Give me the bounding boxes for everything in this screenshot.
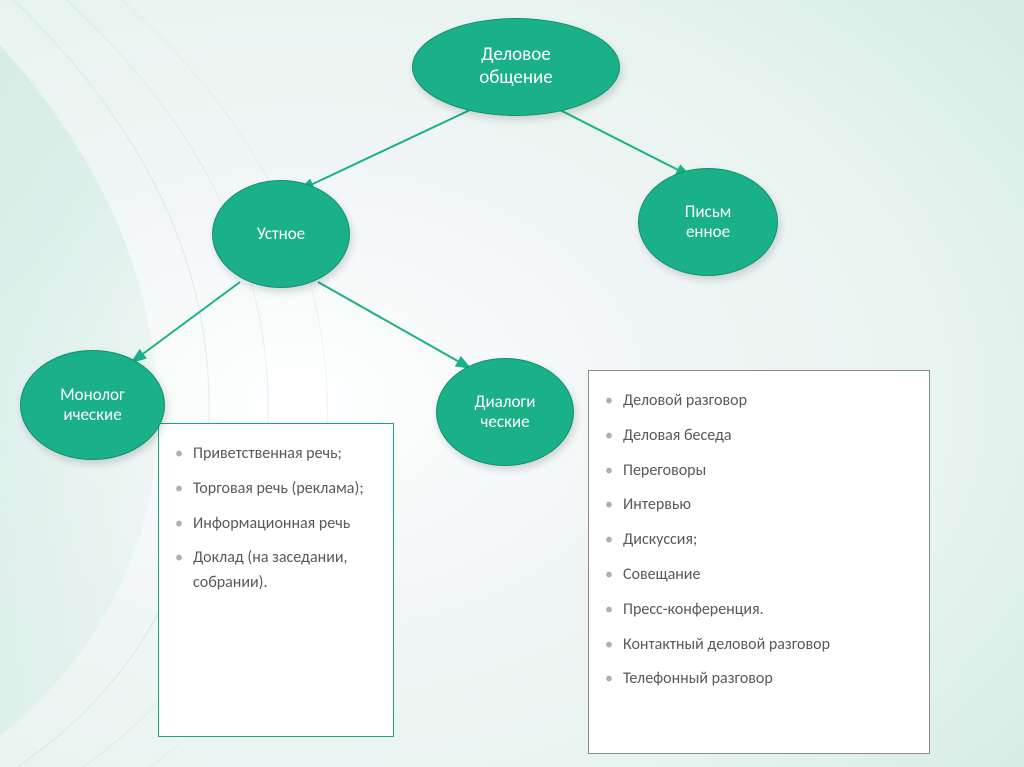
list-item: Контактный деловой разговор	[603, 633, 915, 658]
list-item: Деловая беседа	[603, 424, 915, 449]
node-oral-label: Устное	[257, 224, 305, 244]
dialogic-list: Деловой разговор Деловая беседа Переговоры…	[603, 389, 915, 692]
node-dialogic-label: Диалогические	[475, 392, 536, 433]
list-item: Доклад (на заседании, собрании).	[173, 546, 379, 596]
list-item: Интервью	[603, 493, 915, 518]
node-written-label: Письменное	[685, 202, 731, 243]
node-monologic-label: Монологические	[60, 385, 125, 426]
list-item: Приветственная речь;	[173, 442, 379, 467]
node-root-label: Деловоеобщение	[479, 44, 553, 90]
node-oral: Устное	[212, 180, 350, 288]
list-item: Информационная речь	[173, 512, 379, 537]
dialogic-list-box: Деловой разговор Деловая беседа Переговоры…	[588, 370, 930, 754]
node-monologic: Монологические	[20, 350, 165, 460]
list-item: Торговая речь (реклама);	[173, 477, 379, 502]
node-root: Деловоеобщение	[412, 18, 620, 116]
node-dialogic: Диалогические	[436, 358, 574, 466]
monologic-list-box: Приветственная речь; Торговая речь (рекла…	[158, 423, 394, 737]
list-item: Переговоры	[603, 459, 915, 484]
list-item: Телефонный разговор	[603, 667, 915, 692]
list-item: Пресс-конференция.	[603, 598, 915, 623]
node-written: Письменное	[638, 168, 778, 276]
list-item: Дискуссия;	[603, 528, 915, 553]
monologic-list: Приветственная речь; Торговая речь (рекла…	[173, 442, 379, 596]
list-item: Совещание	[603, 563, 915, 588]
list-item: Деловой разговор	[603, 389, 915, 414]
